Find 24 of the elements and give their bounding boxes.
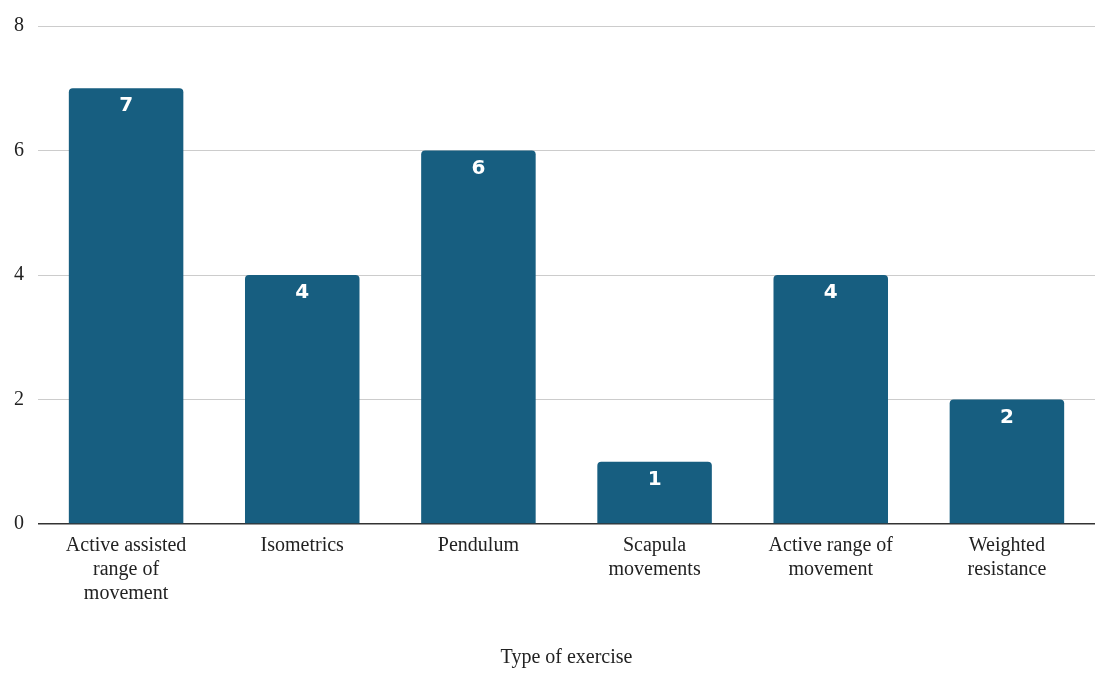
- data-label: 6: [471, 154, 486, 179]
- bar: [949, 399, 1065, 524]
- x-tick-label: Weighted resistance: [967, 533, 1047, 580]
- x-tick-label: Pendulum: [437, 533, 520, 556]
- data-label: 1: [647, 465, 662, 490]
- data-label: 4: [295, 279, 310, 304]
- x-axis-title: Type of exercise: [500, 645, 633, 669]
- y-tick-label: 2: [14, 386, 24, 409]
- data-label: 4: [823, 279, 838, 304]
- y-tick-label: 6: [14, 137, 24, 160]
- y-tick-label: 0: [14, 511, 24, 534]
- x-tick-label: Isometrics: [260, 533, 345, 556]
- bar: [597, 461, 712, 524]
- x-tick-label: Scapula movements: [608, 533, 701, 580]
- bar: [245, 275, 360, 524]
- y-tick-label: 4: [14, 262, 24, 285]
- x-tick-label: Active range of movement: [768, 533, 894, 580]
- bar: [773, 275, 888, 524]
- x-tick-label: Active assisted range of movement: [65, 533, 187, 604]
- bar: [421, 150, 536, 524]
- data-label: 7: [119, 92, 134, 117]
- y-tick-label: 8: [14, 13, 24, 36]
- bar: [68, 88, 184, 524]
- data-label: 2: [999, 403, 1014, 428]
